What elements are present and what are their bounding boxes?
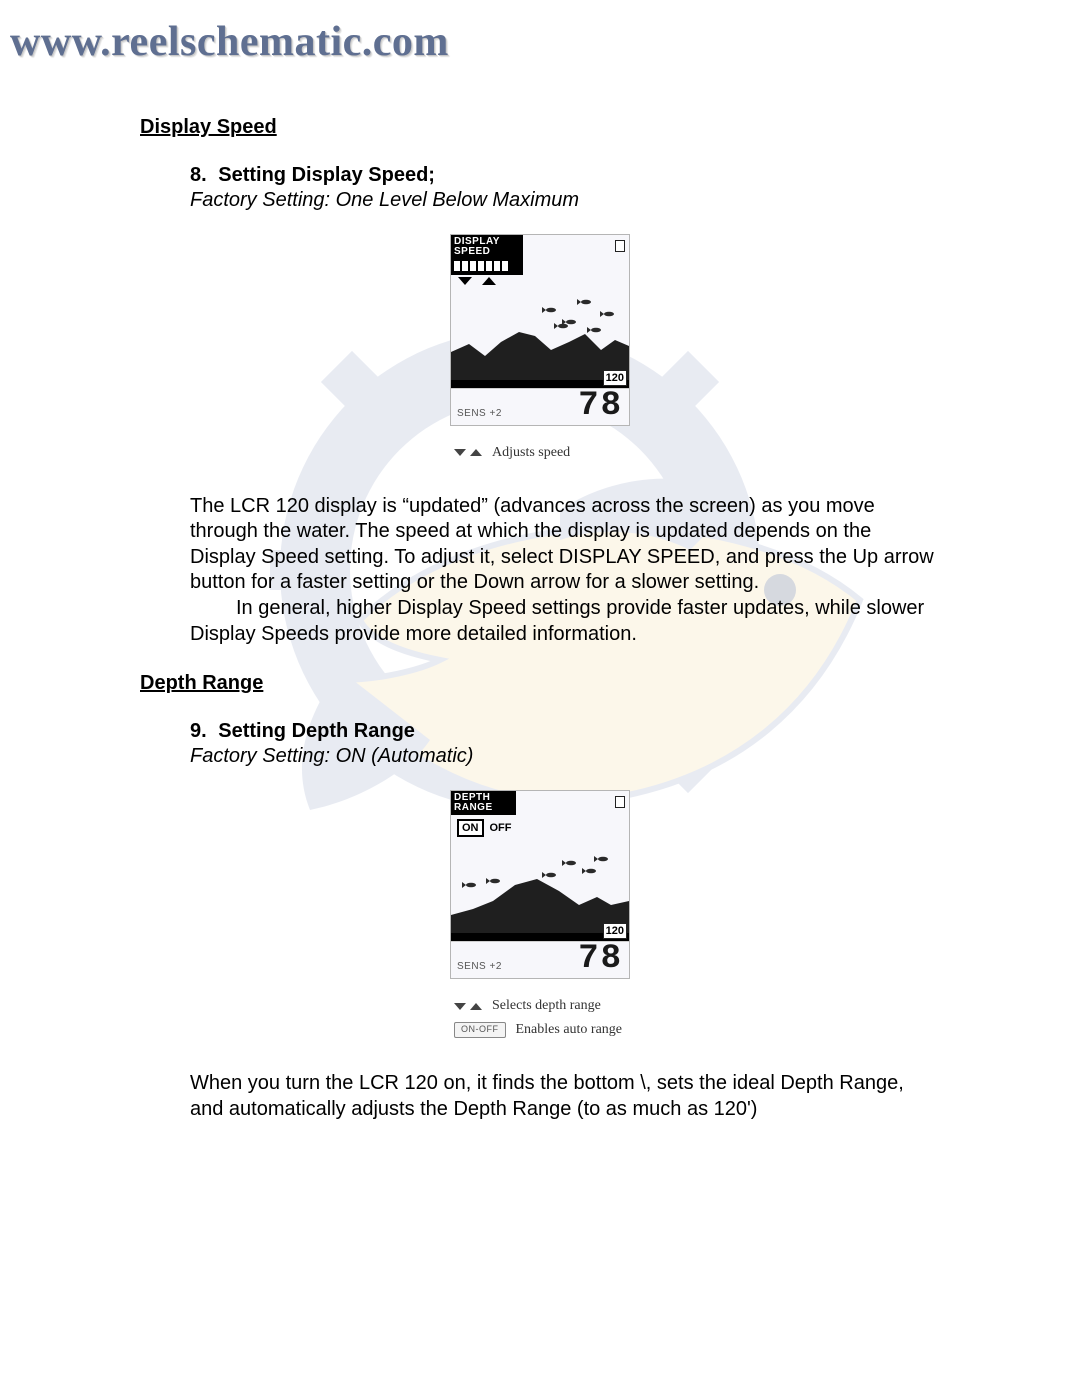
- legend-arrows-icon: [454, 1003, 482, 1010]
- item-number: 8.: [190, 164, 207, 186]
- indicator-box: [615, 796, 625, 808]
- document-page: www.reelschematic.com: [0, 0, 1080, 1397]
- speed-level-bars: [451, 259, 523, 275]
- item-title: Setting Depth Range: [218, 720, 415, 742]
- onoff-row: ON OFF: [451, 815, 516, 841]
- item-title: Setting Display Speed;: [218, 164, 435, 186]
- sonar-graph: 120: [451, 845, 629, 941]
- section-heading-depth-range: Depth Range: [140, 671, 940, 697]
- onoff-pill-icon: ON-OFF: [454, 1022, 506, 1038]
- digital-depth: 78: [578, 391, 623, 421]
- factory-setting: Factory Setting: One Level Below Maximum: [190, 189, 579, 211]
- on-label: ON: [457, 819, 484, 837]
- legend-text: Selects depth range: [492, 997, 601, 1015]
- lcd-figure-display-speed: DISPLAY SPEED 120 SENS +2: [450, 234, 630, 462]
- lcd-title: DISPLAY SPEED: [451, 235, 523, 259]
- digital-depth: 78: [578, 944, 623, 974]
- body-paragraph: The LCR 120 display is “updated” (advanc…: [190, 494, 940, 596]
- depth-tag: 120: [603, 923, 627, 939]
- lcd-screen: DEPTH RANGE ON OFF 120 SENS +2 78: [450, 790, 630, 979]
- body-paragraph: When you turn the LCR 120 on, it finds t…: [190, 1071, 940, 1122]
- arrow-down-icon: [458, 277, 472, 285]
- page-content: Display Speed 8. Setting Display Speed; …: [0, 0, 1080, 1122]
- depth-tag: 120: [603, 370, 627, 386]
- speed-adjust-arrows: [451, 275, 523, 288]
- section-heading-display-speed: Display Speed: [140, 115, 940, 141]
- arrow-up-icon: [482, 277, 496, 285]
- sens-label: SENS +2: [457, 408, 502, 421]
- lcd-screen: DISPLAY SPEED 120 SENS +2: [450, 234, 630, 426]
- sonar-graph: 120: [451, 292, 629, 388]
- legend-arrows-icon: [454, 449, 482, 456]
- lcd-title: DEPTH RANGE: [451, 791, 516, 815]
- lcd-legend: Selects depth range ON-OFF Enables auto …: [450, 997, 630, 1039]
- lcd-legend: Adjusts speed: [450, 444, 630, 462]
- factory-setting: Factory Setting: ON (Automatic): [190, 745, 473, 767]
- legend-text: Adjusts speed: [492, 444, 570, 462]
- indicator-box: [615, 240, 625, 252]
- legend-text: Enables auto range: [516, 1021, 623, 1039]
- item-number: 9.: [190, 720, 207, 742]
- off-label: OFF: [490, 821, 512, 835]
- lcd-figure-depth-range: DEPTH RANGE ON OFF 120 SENS +2 78: [450, 790, 630, 1039]
- sens-label: SENS +2: [457, 961, 502, 974]
- body-paragraph: In general, higher Display Speed setting…: [190, 596, 940, 647]
